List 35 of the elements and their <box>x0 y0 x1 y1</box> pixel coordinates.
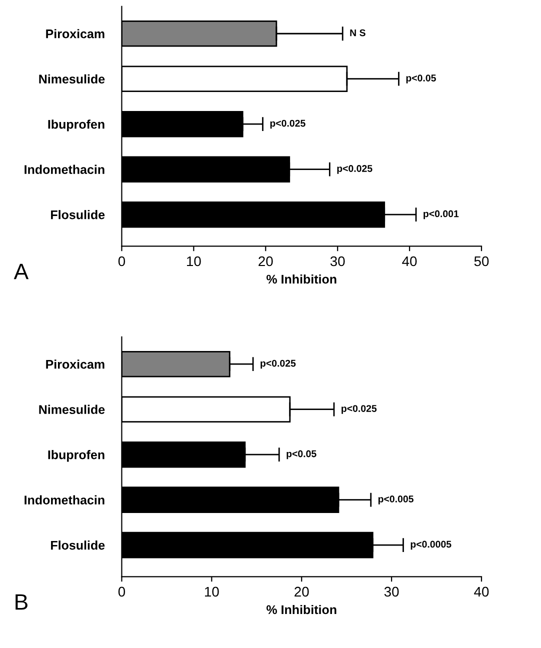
x-tick-label: 40 <box>402 256 417 266</box>
x-axis-title: % Inhibition <box>266 274 336 284</box>
annotation: p<0.05 <box>286 450 316 460</box>
y-tick-label: Indomethacin <box>24 164 104 174</box>
x-tick-label: 20 <box>258 256 273 266</box>
y-tick-label: Nimesulide <box>39 404 105 414</box>
x-tick-label: 10 <box>205 586 219 597</box>
x-tick-label: 30 <box>330 256 345 266</box>
x-axis-title: % Inhibition <box>266 604 336 614</box>
y-tick-label: Ibuprofen <box>48 120 104 132</box>
annotation: p<0.005 <box>378 496 414 504</box>
x-tick-label: 40 <box>474 586 489 597</box>
y-tick-label: Indomethacin <box>24 495 104 504</box>
annotation: p<0.025 <box>260 360 296 369</box>
x-tick-label: 10 <box>187 256 201 266</box>
y-tick-label: Piroxicam <box>46 29 104 38</box>
annotation: p<0.025 <box>337 165 372 174</box>
y-tick-label: Piroxicam <box>46 360 104 369</box>
text: A <box>14 264 29 280</box>
annotation: p<0.001 <box>424 210 459 220</box>
x-tick-label: 30 <box>384 586 399 597</box>
annotation: N S <box>350 29 366 36</box>
annotation: p<0.05 <box>406 74 436 84</box>
x-tick-label: 0 <box>118 256 126 266</box>
y-tick-label: Flosulide <box>51 540 105 550</box>
annotation: p<0.0005 <box>410 540 452 550</box>
text: B <box>16 594 28 610</box>
annotation: p<0.025 <box>270 120 306 129</box>
x-tick-label: 0 <box>118 586 126 597</box>
y-tick-label: Flosulide <box>51 210 105 220</box>
annotation: p<0.025 <box>342 405 377 414</box>
y-tick-label: Ibuprofen <box>48 450 104 462</box>
y-tick-label: Nimesulide <box>39 74 105 84</box>
x-tick-label: 20 <box>294 586 309 597</box>
x-tick-label: 50 <box>474 256 489 266</box>
